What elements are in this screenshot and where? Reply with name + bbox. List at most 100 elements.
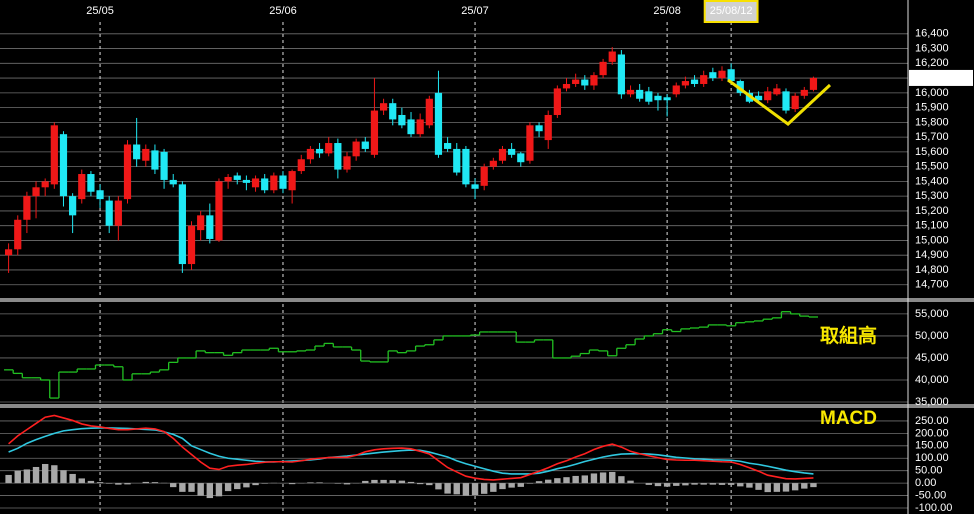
histogram-bar <box>407 481 415 484</box>
histogram-bar <box>206 483 214 499</box>
y-tick-label: 50,000 <box>915 330 949 342</box>
candle-body <box>764 91 772 101</box>
y-tick-label: 14,700 <box>915 279 949 291</box>
candle-body <box>352 141 360 157</box>
histogram-bar <box>673 483 680 486</box>
candle-body <box>32 187 40 197</box>
histogram-bar <box>32 466 40 484</box>
histogram-bar <box>462 483 470 496</box>
histogram-bar <box>764 483 771 493</box>
candle-body <box>315 148 324 154</box>
histogram-bar <box>398 480 406 484</box>
macd-line <box>8 414 814 481</box>
histogram-bar <box>124 483 131 485</box>
candle-body <box>718 70 726 79</box>
y-tick-label: 14,900 <box>915 249 949 261</box>
candle-body <box>544 114 552 141</box>
histogram-bar <box>682 483 689 486</box>
histogram-bar <box>426 483 433 486</box>
y-tick-label: 15,600 <box>915 146 949 158</box>
candle-body <box>773 88 781 95</box>
histogram-bar <box>645 483 653 485</box>
histogram-bar <box>700 483 707 485</box>
histogram-bar <box>215 483 223 497</box>
histogram-bar <box>627 480 634 484</box>
candle-body <box>700 75 708 84</box>
y-tick-label: 16,200 <box>915 57 949 69</box>
y-tick-label: 15,700 <box>915 131 949 143</box>
histogram-bar <box>243 483 250 488</box>
histogram-bar <box>554 478 561 484</box>
y-tick-label: 15,100 <box>915 220 949 232</box>
y-tick-label: 15,000 <box>915 234 949 246</box>
candle-body <box>636 89 644 99</box>
candle-body <box>41 181 49 188</box>
y-tick-label: 150.00 <box>915 440 949 452</box>
y-tick-label: -50.00 <box>915 489 946 501</box>
candle-body <box>434 92 443 155</box>
y-tick-label: 40,000 <box>915 374 949 386</box>
candle-body <box>361 141 369 149</box>
y-tick-label: 15,400 <box>915 175 949 187</box>
candle-body <box>187 225 196 265</box>
candle-body <box>398 114 406 126</box>
histogram-bar <box>453 483 460 495</box>
histogram-bar <box>288 483 296 485</box>
histogram-bar <box>179 483 186 492</box>
histogram-bar <box>416 483 424 485</box>
y-tick-label: 15,200 <box>915 205 949 217</box>
candle-body <box>151 150 159 170</box>
y-tick-label: 45,000 <box>915 352 949 364</box>
candle-body <box>645 91 653 102</box>
candle-body <box>489 160 497 167</box>
histogram-bar <box>170 483 177 488</box>
candle-body <box>261 178 269 191</box>
candle-body <box>379 103 388 111</box>
histogram-bar <box>782 483 790 492</box>
histogram-bar <box>691 483 698 485</box>
candle-body <box>782 91 790 111</box>
candle-body <box>526 125 534 161</box>
histogram-bar <box>581 475 588 484</box>
y-tick-label: 200.00 <box>915 427 949 439</box>
y-tick-label: 15,900 <box>915 102 949 114</box>
y-tick-label: 16,000 <box>915 87 949 99</box>
histogram-bar <box>545 479 552 484</box>
cursor-label-box <box>703 0 759 23</box>
histogram-bar <box>307 482 314 484</box>
histogram-bar <box>773 483 781 492</box>
candle-body <box>233 175 241 180</box>
candle-body <box>709 72 717 79</box>
candle-body <box>242 179 250 183</box>
candle-body <box>407 119 415 135</box>
x-tick-label: 25/08 <box>653 5 681 17</box>
candle-body <box>251 178 260 188</box>
candle-body <box>444 143 452 149</box>
histogram-bar <box>252 483 259 486</box>
histogram-bar <box>535 481 543 484</box>
candle-body <box>142 148 150 161</box>
y-tick-label: 250.00 <box>915 415 949 427</box>
candle-body <box>78 174 86 200</box>
candle-body <box>608 51 616 62</box>
histogram-bar <box>791 483 799 491</box>
candle-body <box>215 181 223 241</box>
histogram-bar <box>444 483 451 494</box>
histogram-bar <box>746 483 753 488</box>
candle-body <box>462 148 470 185</box>
candle-body <box>617 54 625 95</box>
candle-body <box>809 77 818 90</box>
histogram-bar <box>371 479 378 484</box>
candle-body <box>508 148 516 155</box>
candle-body <box>517 153 525 163</box>
candle-body <box>133 144 141 160</box>
histogram-bar <box>362 480 369 484</box>
candle-body <box>279 175 287 189</box>
candle-body <box>69 196 77 216</box>
candle-body <box>581 79 589 86</box>
histogram-bar <box>69 473 76 484</box>
last-price-box <box>909 69 973 86</box>
